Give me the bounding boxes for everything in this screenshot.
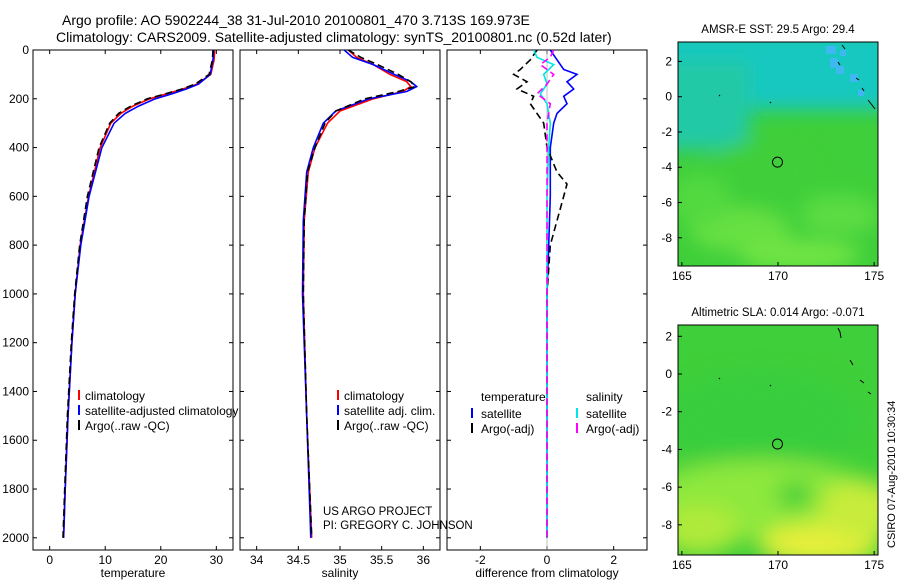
series-line-temperature-argo-adj- xyxy=(512,50,568,538)
y-tick-label: 400 xyxy=(9,141,29,155)
timestamp: CSIRO 07-Aug-2010 10:30:34 xyxy=(886,400,898,548)
legend-label: Argo(-adj) xyxy=(481,422,534,436)
x-tick-label: 20 xyxy=(154,553,168,567)
series-group xyxy=(512,50,579,538)
x-tick-label: 35 xyxy=(333,553,347,567)
x-axis-label: temperature xyxy=(101,566,166,580)
map-x-tick-label: 175 xyxy=(864,269,884,283)
plot-title-line-1: Argo profile: AO 5902244_38 31-Jul-2010 … xyxy=(62,12,530,28)
map-x-tick-label: 170 xyxy=(768,269,788,283)
y-tick-label: 1800 xyxy=(2,482,29,496)
y-tick-label: 1000 xyxy=(2,287,29,301)
x-tick-label: 35.5 xyxy=(370,553,394,567)
y-tick-label: 0 xyxy=(22,43,29,57)
legend-label: satellite adj. clim. xyxy=(344,404,435,418)
x-axis-label: difference from climatology xyxy=(475,566,618,580)
series-line-argo-raw-qc- xyxy=(62,50,214,538)
map-title: AMSR-E SST: 29.5 Argo: 29.4 xyxy=(701,24,855,36)
map-y-tick-label: -2 xyxy=(661,405,672,419)
x-tick-label: 10 xyxy=(99,553,113,567)
x-tick-label: 0 xyxy=(46,553,53,567)
series-line-climatology xyxy=(62,50,216,538)
x-tick-label: 0 xyxy=(544,553,551,567)
map-x-tick-label: 165 xyxy=(672,269,692,283)
series-line-satellite-adjusted-climatology xyxy=(62,50,215,538)
map-y-tick-label: 2 xyxy=(665,54,672,68)
map-y-tick-label: 0 xyxy=(665,90,672,104)
legend-label: satellite xyxy=(586,407,627,421)
salinity-axes-frame xyxy=(239,49,441,551)
y-tick-label: 1600 xyxy=(2,433,29,447)
map-x-tick-label: 165 xyxy=(672,558,692,572)
map-y-tick-label: -8 xyxy=(661,231,672,245)
map-y-tick-label: -6 xyxy=(661,196,672,210)
difference-legend: temperaturesatelliteArgo(-adj)salinitysa… xyxy=(471,390,639,436)
series-line-satellite-adj-clim- xyxy=(301,50,419,538)
legend-label: climatology xyxy=(85,389,145,403)
legend-label: satellite xyxy=(481,407,522,421)
legend-heading: salinity xyxy=(586,390,623,404)
temperature-panel: 0 10 20 30 temperature 0 200 400 600 800 1000 1200 1… xyxy=(2,43,238,580)
x-tick-label: 2 xyxy=(610,553,617,567)
y-tick-label: 800 xyxy=(9,238,29,252)
y-tick-label: 600 xyxy=(9,189,29,203)
x-tick-label: 30 xyxy=(210,553,224,567)
x-axis-label: salinity xyxy=(322,566,359,580)
sst-map: AMSR-E SST: 29.5 Argo: 29.4 165 170 175 2 0 -2… xyxy=(661,24,884,283)
project-pi: PI: GREGORY C. JOHNSON xyxy=(323,520,473,532)
temperature-axes-frame xyxy=(32,49,234,551)
series-line-salinity-argo-adj- xyxy=(535,50,555,538)
x-tick-label: 36 xyxy=(417,553,431,567)
project-name: US ARGO PROJECT xyxy=(323,506,433,518)
y-tick-label: 2000 xyxy=(2,531,29,545)
map-y-tick-label: -4 xyxy=(661,442,672,456)
x-tick-label: 34.5 xyxy=(287,553,311,567)
series-line-temperature-satellite xyxy=(546,50,579,538)
map-y-tick-label: -6 xyxy=(661,480,672,494)
x-tick-label: 34 xyxy=(250,553,264,567)
legend-heading: temperature xyxy=(481,390,546,404)
series-group xyxy=(301,50,419,538)
legend-label: satellite-adjusted climatology xyxy=(85,404,238,418)
map-x-tick-label: 170 xyxy=(768,558,788,572)
map-x-tick-label: 175 xyxy=(864,558,884,572)
legend-label: climatology xyxy=(344,389,404,403)
legend-label: Argo(-adj) xyxy=(586,422,639,436)
y-tick-label: 1200 xyxy=(2,336,29,350)
map-title: Altimetric SLA: 0.014 Argo: -0.071 xyxy=(691,307,864,319)
plot-title-line-2: Climatology: CARS2009. Satellite-adjuste… xyxy=(56,29,612,45)
series-line-climatology xyxy=(302,50,413,538)
sla-map: Altimetric SLA: 0.014 Argo: -0.071 165 170… xyxy=(661,307,884,572)
series-line-argo-raw-qc- xyxy=(302,50,417,538)
map-y-tick-label: 0 xyxy=(665,367,672,381)
map-y-tick-label: -4 xyxy=(661,160,672,174)
y-tick-label: 200 xyxy=(9,92,29,106)
sst-map-field xyxy=(678,42,878,266)
legend-label: Argo(..raw -QC) xyxy=(344,419,429,433)
profile-location-marker xyxy=(771,156,783,168)
project-credit: US ARGO PROJECT PI: GREGORY C. JOHNSON xyxy=(323,505,473,533)
series-group xyxy=(62,50,216,538)
x-tick-label: -2 xyxy=(475,553,486,567)
map-y-tick-label: 2 xyxy=(665,329,672,343)
salinity-panel: 34 34.5 35 35.5 36 salinity climatologysatelli… xyxy=(239,49,441,580)
map-y-tick-label: -2 xyxy=(661,125,672,139)
sla-map-field xyxy=(678,327,878,555)
legend-label: Argo(..raw -QC) xyxy=(85,419,170,433)
profile-location-marker xyxy=(771,438,783,450)
y-tick-label: 1400 xyxy=(2,384,29,398)
map-y-tick-label: -8 xyxy=(661,518,672,532)
